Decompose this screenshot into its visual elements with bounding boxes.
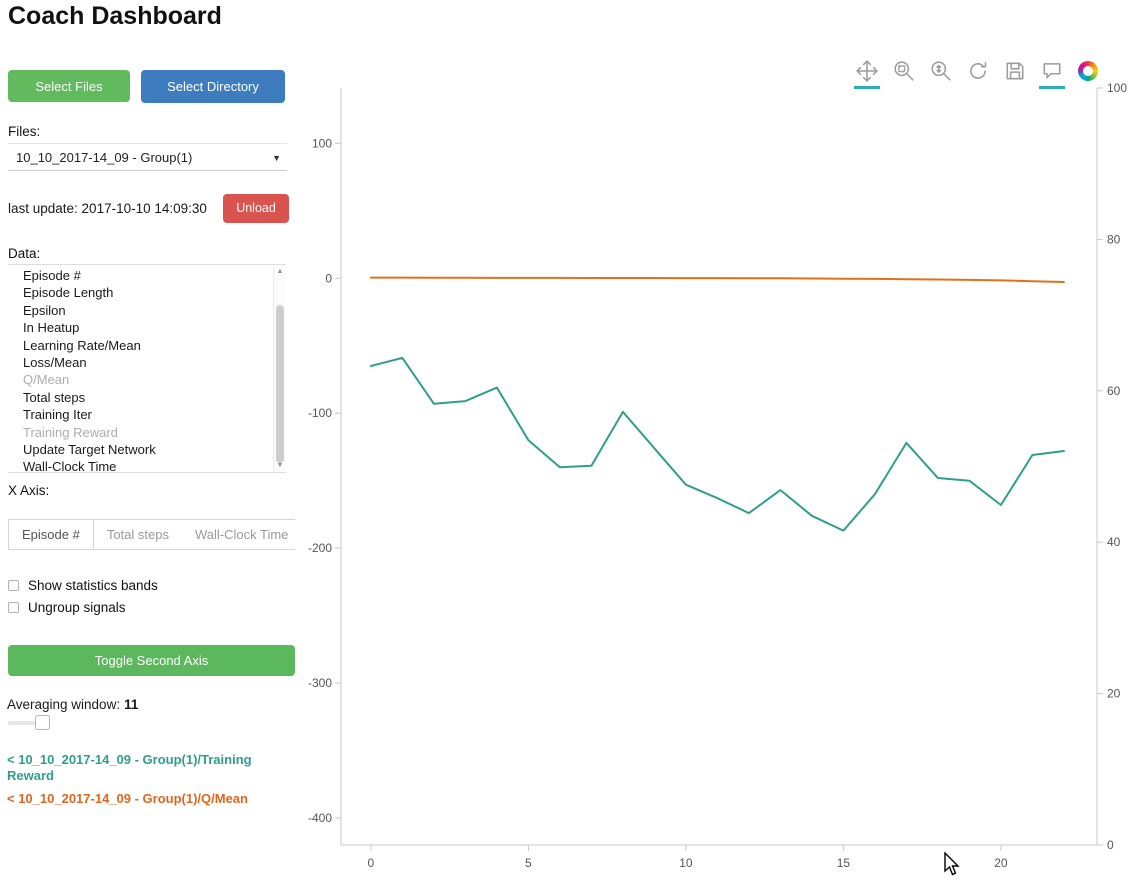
svg-text:0: 0 xyxy=(325,271,332,285)
data-label: Data: xyxy=(8,246,41,261)
checkbox-icon[interactable] xyxy=(8,579,19,591)
unload-button[interactable]: Unload xyxy=(223,193,289,223)
files-label: Files: xyxy=(8,124,41,139)
data-list-item[interactable]: Loss/Mean xyxy=(23,354,87,370)
checkbox-label: Ungroup signals xyxy=(28,599,126,615)
data-list-item[interactable]: Epsilon xyxy=(23,302,66,318)
page-title: Coach Dashboard xyxy=(8,2,222,30)
slider-handle[interactable] xyxy=(35,715,50,730)
options-checkboxes: Show statistics bands Ungroup signals xyxy=(8,574,158,618)
data-list-item[interactable]: Total steps xyxy=(23,389,86,405)
svg-text:0: 0 xyxy=(368,856,375,870)
active-tool-underline xyxy=(1039,86,1065,89)
svg-text:15: 15 xyxy=(837,856,851,870)
hover-tool-icon[interactable] xyxy=(1039,60,1065,89)
scrollbar-thumb[interactable] xyxy=(276,305,284,463)
box-zoom-tool-icon[interactable] xyxy=(893,60,915,82)
x-axis-tabs: Episode # Total steps Wall-Clock Time xyxy=(8,519,295,550)
data-list-item[interactable]: Training Iter xyxy=(23,407,92,423)
pan-tool-icon[interactable] xyxy=(854,60,880,89)
scroll-down-icon[interactable]: ▼ xyxy=(276,462,284,469)
chevron-down-icon: ▼ xyxy=(272,153,281,163)
save-tool-icon[interactable] xyxy=(1004,60,1026,82)
scroll-up-icon[interactable]: ▲ xyxy=(276,268,284,275)
data-list-item[interactable]: Episode Length xyxy=(23,285,114,301)
data-listbox[interactable]: Episode # Episode Length Epsilon In Heatup L… xyxy=(8,264,286,473)
toggle-second-axis-button[interactable]: Toggle Second Axis xyxy=(8,645,295,676)
wheel-zoom-tool-icon[interactable] xyxy=(930,60,952,82)
averaging-window-row: Averaging window: 11 xyxy=(7,697,138,712)
svg-text:-400: -400 xyxy=(308,811,332,825)
checkbox-row[interactable]: Ungroup signals xyxy=(8,596,158,618)
data-list-item[interactable]: Q/Mean xyxy=(23,372,70,388)
last-update-row: last update: 2017-10-10 14:09:30 Unload xyxy=(8,193,289,223)
data-list-item[interactable]: Training Reward xyxy=(23,424,118,440)
last-update-text: last update: 2017-10-10 14:09:30 xyxy=(8,200,207,216)
data-list-item[interactable]: In Heatup xyxy=(23,320,80,336)
svg-text:5: 5 xyxy=(525,856,532,870)
x-axis-tab[interactable]: Total steps xyxy=(106,527,169,542)
averaging-window-value: 11 xyxy=(124,697,139,712)
x-axis-tab[interactable]: Wall-Clock Time xyxy=(194,527,289,542)
x-axis-label: X Axis: xyxy=(8,483,50,498)
select-directory-button[interactable]: Select Directory xyxy=(141,70,285,103)
svg-text:40: 40 xyxy=(1107,535,1121,549)
sidebar: Select Files Select Directory Files: 10_… xyxy=(0,0,300,881)
svg-text:20: 20 xyxy=(1107,687,1121,701)
data-list-item[interactable]: Wall-Clock Time xyxy=(23,459,117,473)
x-axis-tab[interactable]: Episode # xyxy=(8,520,94,549)
averaging-window-slider[interactable] xyxy=(8,715,50,731)
data-list-item[interactable]: Update Target Network xyxy=(23,441,156,457)
svg-text:-200: -200 xyxy=(308,541,332,555)
checkbox-row[interactable]: Show statistics bands xyxy=(8,574,158,596)
data-list-item[interactable]: Learning Rate/Mean xyxy=(23,337,141,353)
svg-text:-100: -100 xyxy=(308,406,332,420)
legend: < 10_10_2017-14_09 - Group(1)/Training R… xyxy=(7,752,295,815)
svg-text:60: 60 xyxy=(1107,384,1121,398)
slider-track[interactable] xyxy=(8,721,46,725)
files-dropdown-value: 10_10_2017-14_09 - Group(1) xyxy=(16,150,193,165)
chart-toolbar xyxy=(854,60,1098,89)
files-dropdown[interactable]: 10_10_2017-14_09 - Group(1) ▼ xyxy=(8,143,287,171)
bokeh-logo-icon[interactable] xyxy=(1078,61,1098,81)
svg-text:100: 100 xyxy=(312,136,332,150)
svg-text:100: 100 xyxy=(1107,81,1127,95)
legend-item[interactable]: < 10_10_2017-14_09 - Group(1)/Training R… xyxy=(7,752,252,783)
data-list: Episode # Episode Length Epsilon In Heatup L… xyxy=(8,267,273,473)
svg-text:10: 10 xyxy=(679,856,693,870)
legend-item[interactable]: < 10_10_2017-14_09 - Group(1)/Q/Mean xyxy=(7,791,248,806)
svg-text:-300: -300 xyxy=(308,676,332,690)
averaging-window-label: Averaging window: xyxy=(7,697,121,712)
svg-text:20: 20 xyxy=(994,856,1008,870)
file-buttons-row: Select Files Select Directory xyxy=(8,70,285,103)
listbox-scrollbar[interactable]: ▲ ▼ xyxy=(273,265,286,472)
svg-text:0: 0 xyxy=(1107,838,1114,852)
checkbox-icon[interactable] xyxy=(8,601,19,613)
svg-text:80: 80 xyxy=(1107,232,1121,246)
chart-area: 100 0 -100 -200 -300 -400 0 5 10 15 20 0 20 40 60 80 100 xyxy=(300,40,1142,881)
line-chart[interactable]: 100 0 -100 -200 -300 -400 0 5 10 15 20 0 20 40 60 80 100 xyxy=(300,40,1142,881)
data-list-item[interactable]: Episode # xyxy=(23,268,81,283)
select-files-button[interactable]: Select Files xyxy=(8,70,130,102)
checkbox-label: Show statistics bands xyxy=(28,577,158,593)
reset-tool-icon[interactable] xyxy=(967,60,989,82)
active-tool-underline xyxy=(854,86,880,89)
